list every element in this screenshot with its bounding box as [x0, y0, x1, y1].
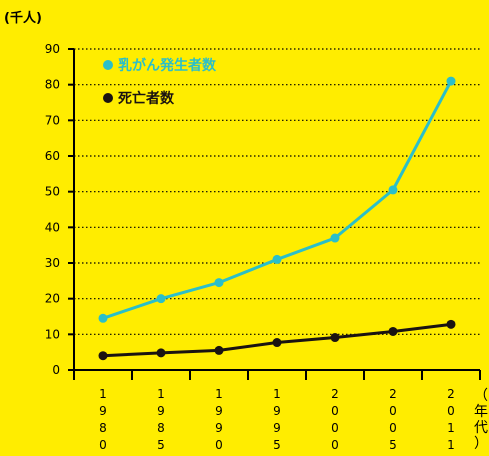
- y-axis-unit-label: (千人): [4, 10, 42, 26]
- data-point-1-0: [98, 351, 108, 361]
- y-tick-label: 50: [45, 185, 60, 199]
- series-line-0: [102, 80, 453, 320]
- y-tick-label: 40: [45, 220, 60, 234]
- data-point-1-3: [272, 338, 282, 348]
- data-point-1-6: [446, 319, 456, 329]
- legend-label-1: 死亡者数: [117, 90, 175, 107]
- y-tick-label: 20: [45, 292, 60, 306]
- data-point-1-1: [156, 348, 166, 358]
- series-layer: [98, 76, 456, 361]
- data-point-1-4: [330, 333, 340, 343]
- data-point-0-0: [98, 313, 108, 323]
- y-tick-label: 0: [52, 363, 60, 377]
- y-tick-label: 90: [45, 42, 60, 56]
- y-tick-label: 60: [45, 149, 60, 163]
- data-point-1-2: [214, 345, 224, 355]
- x-axis-title-text: （年代）: [474, 388, 488, 452]
- y-tick-label: 70: [45, 113, 60, 127]
- data-point-0-5: [388, 185, 398, 195]
- y-tick-label: 80: [45, 78, 60, 92]
- legend-label-0: 乳がん発生者数: [118, 57, 217, 74]
- legend-marker-0: [103, 60, 113, 70]
- y-tick-label: 30: [45, 256, 60, 270]
- data-point-1-5: [388, 326, 398, 336]
- data-point-0-2: [214, 278, 224, 288]
- x-axis-title: （年代）: [474, 388, 488, 452]
- y-tick-label: 10: [45, 327, 60, 341]
- legend-marker-1: [103, 93, 113, 103]
- data-point-0-4: [330, 233, 340, 243]
- data-point-0-3: [272, 254, 282, 264]
- x-axis: 1 9 8 0 1 9 8 5 1 9 9 0 1 9 9 5 2 0 0 0 2 0 0 5 2 0 1 1: [68, 369, 481, 452]
- data-point-0-1: [156, 294, 166, 304]
- data-point-0-6: [446, 76, 456, 86]
- y-axis: 0 10 20 30 40 50 60 70 80 90: [45, 42, 75, 377]
